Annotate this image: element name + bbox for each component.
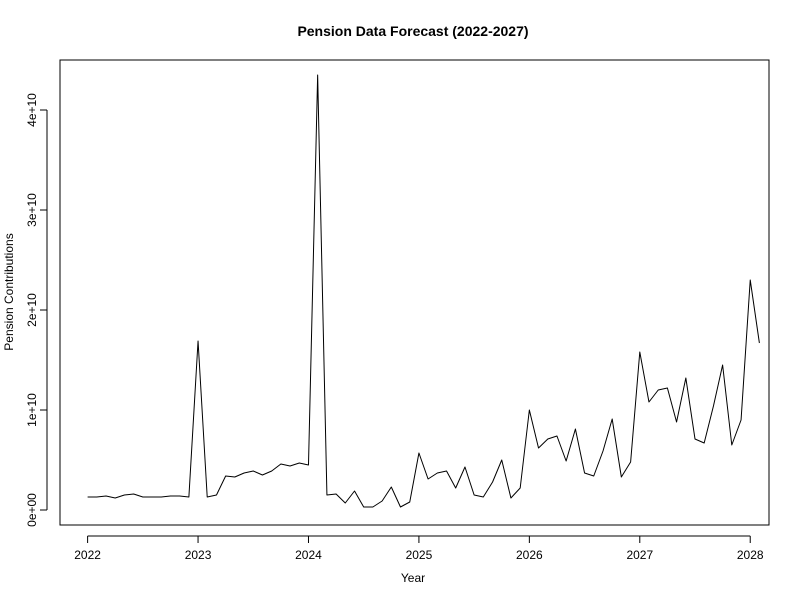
data-point [178,495,181,498]
data-point [436,472,439,475]
data-point [335,493,338,496]
data-point [150,496,153,499]
data-point [132,493,135,496]
x-axis: 2022 2023 2024 2025 2026 2027 2028 [74,535,764,562]
y-axis-label: Pension Contributions [2,233,16,350]
y-axis: 0e+00 1e+10 2e+10 3e+10 4e+10 [25,93,48,527]
data-point [694,438,697,441]
y-tick-label: 0e+00 [25,493,39,527]
data-point [408,501,411,504]
data-point [344,502,347,505]
data-point [123,494,126,497]
data-point [528,409,531,412]
data-point [417,452,420,455]
series-layer [86,74,761,509]
data-point [353,490,356,493]
data-point [399,506,402,509]
data-point [233,476,236,479]
x-tick-label: 2028 [737,548,764,562]
data-point [252,470,255,473]
series-line [87,74,760,508]
data-point [482,496,485,499]
data-point [583,472,586,475]
data-point [638,351,641,354]
data-point [454,487,457,490]
data-point [712,405,715,408]
data-point [86,496,89,499]
x-tick-label: 2022 [74,548,101,562]
data-point [197,340,200,343]
data-point [620,476,623,479]
chart-title: Pension Data Forecast (2022-2027) [297,23,528,39]
data-point [307,464,310,467]
data-point [215,494,218,497]
data-point [740,419,743,422]
data-point [730,444,733,447]
data-point [565,460,568,463]
data-point [206,496,209,499]
data-point [491,481,494,484]
data-point [509,497,512,500]
x-tick-label: 2023 [185,548,212,562]
data-point [684,377,687,380]
data-point [224,475,227,478]
data-point [463,466,466,469]
data-point [362,506,365,509]
data-point [721,364,724,367]
data-point [592,475,595,478]
data-point [371,506,374,509]
data-point [675,421,678,424]
data-point [519,487,522,490]
data-point [381,500,384,503]
y-tick-label: 2e+10 [25,293,39,327]
data-point [270,470,273,473]
data-point [445,470,448,473]
data-point [657,389,660,392]
data-point [500,459,503,462]
data-point [611,418,614,421]
data-point [279,463,282,466]
data-point [749,279,752,282]
x-axis-label: Year [401,571,425,585]
x-tick-label: 2024 [295,548,322,562]
y-tick-label: 3e+10 [25,193,39,227]
data-point [427,478,430,481]
x-tick-label: 2025 [406,548,433,562]
x-tick-label: 2027 [626,548,653,562]
data-point [666,387,669,390]
x-tick-label: 2026 [516,548,543,562]
data-point [160,496,163,499]
data-point [169,495,172,498]
data-point [574,428,577,431]
data-point [298,462,301,465]
plot-area-border [59,59,770,526]
data-point [243,472,246,475]
data-point [390,486,393,489]
data-point [555,435,558,438]
data-point [758,342,761,345]
data-point [261,474,264,477]
data-point [647,401,650,404]
data-point [105,495,108,498]
data-point [546,438,549,441]
data-point [537,447,540,450]
data-point [95,496,98,499]
y-tick-label: 4e+10 [25,93,39,127]
data-point [187,496,190,499]
data-point [325,494,328,497]
data-point [473,494,476,497]
data-point [114,497,117,500]
data-point [289,465,292,468]
data-point [703,442,706,445]
data-point [141,496,144,499]
data-point [629,461,632,464]
data-point [602,450,605,453]
y-tick-label: 1e+10 [25,393,39,427]
data-point [316,74,319,77]
